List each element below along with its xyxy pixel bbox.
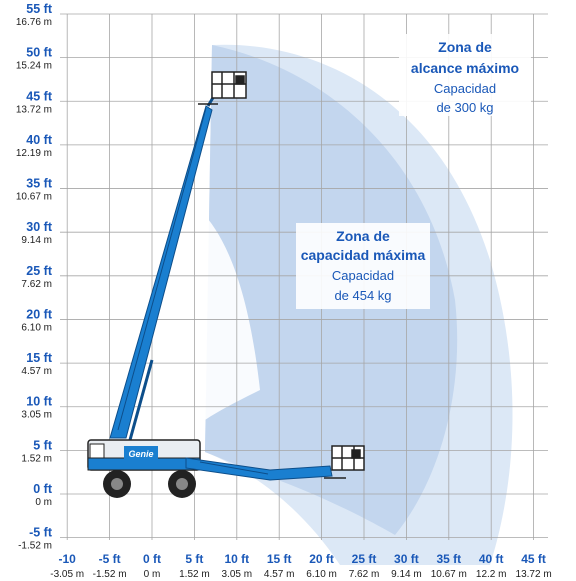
y-tick-label-ft: 30 ft	[26, 220, 53, 234]
boom-lowered	[185, 457, 333, 481]
max-reach-zone-label: Zona de alcance máximo Capacidad de 300 …	[399, 34, 531, 116]
y-tick-label-ft: 55 ft	[26, 2, 53, 16]
y-tick-label-m: 0 m	[35, 497, 52, 508]
y-tick-label-m: 4.57 m	[21, 366, 52, 377]
y-tick-label-ft: 15 ft	[26, 351, 53, 365]
y-tick-label-m: 13.72 m	[16, 104, 52, 115]
y-tick-label-ft: 20 ft	[26, 307, 53, 321]
x-tick-label-m: -3.05 m	[50, 569, 84, 580]
x-tick-label-ft: 10 ft	[224, 552, 249, 566]
max-capacity-sub-line1: Capacidad	[332, 268, 394, 283]
y-tick-label-ft: 40 ft	[26, 133, 53, 147]
y-tick-label-ft: 45 ft	[26, 89, 53, 103]
basket-lowered	[324, 445, 365, 479]
x-tick-label-m: 13.72 m	[516, 569, 552, 580]
y-tick-label-ft: 50 ft	[26, 46, 53, 60]
telehandler-extended: Genie	[87, 71, 247, 498]
max-capacity-zone-label: Zona de capacidad máxima Capacidad de 45…	[296, 223, 430, 309]
max-capacity-label-box	[296, 223, 430, 309]
max-reach-sub-line1: Capacidad	[434, 81, 496, 96]
max-capacity-title-line2: capacidad máxima	[301, 247, 426, 263]
x-tick-label-m: 9.14 m	[391, 569, 422, 580]
x-tick-label-ft: 40 ft	[479, 552, 504, 566]
y-tick-label-m: 10.67 m	[16, 192, 52, 203]
y-tick-label-ft: 35 ft	[26, 177, 53, 191]
x-tick-label-m: 7.62 m	[349, 569, 380, 580]
x-axis-labels: -10 -3.05 m -5 ft -1.52 m 0 ft 0 m 5 ft 1.52 m 1…	[50, 552, 551, 580]
y-tick-label-m: 1.52 m	[21, 453, 52, 464]
y-tick-label-m: 6.10 m	[21, 322, 52, 333]
x-tick-label-ft: 20 ft	[309, 552, 334, 566]
x-tick-label-ft: -5 ft	[99, 552, 121, 566]
x-tick-label-ft: 5 ft	[185, 552, 203, 566]
y-tick-label-m: 9.14 m	[21, 235, 52, 246]
y-tick-label-ft: 0 ft	[33, 482, 53, 496]
x-tick-label-m: -1.52 m	[93, 569, 127, 580]
y-tick-label-ft: 5 ft	[33, 438, 53, 452]
x-tick-label-ft: 25 ft	[352, 552, 377, 566]
y-tick-label-m: 3.05 m	[21, 410, 52, 421]
max-reach-sub-line2: de 300 kg	[436, 100, 493, 115]
max-capacity-title-line1: Zona de	[336, 228, 390, 244]
x-tick-label-ft: 45 ft	[521, 552, 546, 566]
x-tick-label-ft: 35 ft	[436, 552, 461, 566]
y-tick-label-ft: 25 ft	[26, 264, 53, 278]
y-tick-label-m: -1.52 m	[18, 541, 52, 552]
envelope-notch	[200, 210, 260, 420]
x-tick-label-ft: 0 ft	[143, 552, 161, 566]
y-tick-label-m: 16.76 m	[16, 17, 52, 28]
max-reach-title-line1: Zona de	[438, 39, 492, 55]
x-tick-label-m: 1.52 m	[179, 569, 210, 580]
basket-raised	[198, 71, 247, 105]
max-reach-title-line2: alcance máximo	[411, 60, 519, 76]
x-tick-label-ft: 30 ft	[394, 552, 419, 566]
y-tick-label-ft: -5 ft	[29, 526, 53, 540]
y-tick-label-ft: 10 ft	[26, 395, 53, 409]
x-tick-label-m: 12.2 m	[476, 569, 507, 580]
brand-plate	[124, 446, 158, 460]
max-capacity-sub-line2: de 454 kg	[334, 288, 391, 303]
telehandler-lowered-boom	[185, 445, 365, 481]
x-tick-label-ft: -10	[59, 552, 77, 566]
x-tick-label-ft: 15 ft	[267, 552, 292, 566]
y-tick-label-m: 15.24 m	[16, 61, 52, 72]
x-tick-label-m: 6.10 m	[306, 569, 337, 580]
x-tick-label-m: 4.57 m	[264, 569, 295, 580]
y-tick-label-m: 7.62 m	[21, 279, 52, 290]
x-tick-label-m: 3.05 m	[222, 569, 253, 580]
brand-name: Genie	[128, 449, 153, 459]
y-tick-label-m: 12.19 m	[16, 148, 52, 159]
boom-cylinder	[128, 359, 154, 441]
x-tick-label-m: 0 m	[144, 569, 161, 580]
x-tick-label-m: 10.67 m	[431, 569, 467, 580]
max-reach-label-box	[399, 34, 531, 116]
